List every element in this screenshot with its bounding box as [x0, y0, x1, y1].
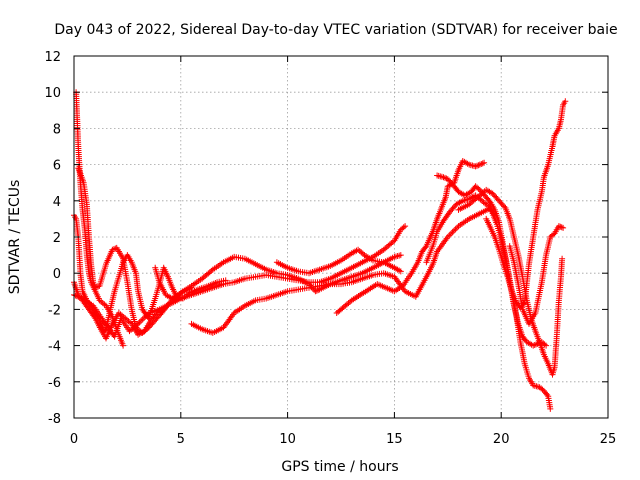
- series-arc-7: [188, 205, 498, 336]
- x-tick-label: 0: [70, 432, 78, 447]
- data-point-markers: [188, 205, 498, 336]
- data-point-markers: [506, 223, 567, 327]
- data-point-markers: [273, 246, 404, 277]
- x-tick-labels: 0 5 10 15 20 25: [70, 432, 616, 447]
- axis-ticks: [73, 55, 609, 419]
- y-tick-label: 8: [53, 122, 61, 137]
- series-arc-6: [152, 252, 404, 302]
- x-tick-label: 5: [177, 432, 185, 447]
- y-tick-label: -6: [48, 376, 61, 391]
- y-tick-label: 2: [53, 231, 61, 246]
- x-axis-label: GPS time / hours: [281, 459, 398, 475]
- series-arc-14: [483, 98, 569, 311]
- data-point-markers: [483, 98, 569, 311]
- y-tick-label: 0: [53, 267, 61, 282]
- data-point-markers: [152, 252, 404, 302]
- series-arc-9: [333, 158, 488, 316]
- x-tick-label: 15: [386, 432, 403, 447]
- x-tick-label: 25: [600, 432, 617, 447]
- x-tick-label: 20: [493, 432, 510, 447]
- y-tick-label: 6: [53, 159, 61, 174]
- series-arc-13: [506, 223, 567, 327]
- grid: [74, 56, 608, 418]
- y-axis-label: SDTVAR / TECUs: [7, 180, 23, 295]
- y-tick-labels: -8 -6 -4 -2 0 2 4 6 8 10 12: [44, 50, 61, 427]
- y-tick-label: -4: [48, 340, 61, 355]
- y-tick-label: 4: [53, 195, 61, 210]
- series-arc-8: [273, 246, 404, 277]
- y-tick-label: 12: [44, 50, 61, 65]
- data-series: [71, 89, 569, 412]
- y-tick-label: -2: [48, 303, 61, 318]
- y-tick-label: -8: [48, 412, 61, 427]
- chart-title: Day 043 of 2022, Sidereal Day-to-day VTE…: [54, 22, 617, 38]
- y-tick-label: 10: [44, 86, 61, 101]
- x-tick-label: 10: [279, 432, 296, 447]
